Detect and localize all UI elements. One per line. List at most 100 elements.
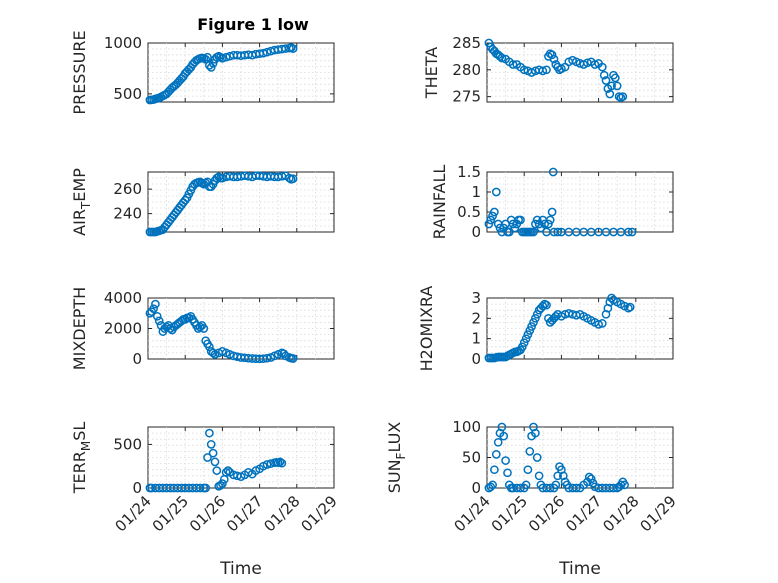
y-tick-label: 100: [452, 418, 481, 436]
x-tick-label: 01/27: [562, 492, 605, 535]
data-point: [519, 65, 529, 75]
data-point: [542, 65, 551, 75]
data-point: [627, 227, 637, 237]
data-point: [523, 465, 533, 475]
data-point: [491, 450, 501, 459]
x-tick-label: 01/28: [599, 492, 642, 535]
y-tick-label: 1: [471, 183, 481, 201]
y-tick-label: 275: [452, 88, 481, 106]
data-point: [586, 474, 596, 484]
data-point: [288, 44, 298, 53]
panel-mixdepth: 0 2000 4000 MIXDEPTH: [70, 287, 335, 370]
y-tick-label: 240: [113, 205, 142, 223]
data-point: [490, 465, 499, 475]
x-tick-label: 01/28: [260, 492, 303, 535]
data-point: [152, 311, 162, 321]
y-axis-label: SUNFLUX: [385, 422, 408, 494]
x-tick-label: 01/26: [186, 492, 229, 535]
data-point: [553, 227, 563, 237]
data-point: [210, 457, 220, 467]
data-point: [208, 348, 218, 358]
panel-rainfall: 0 0.5 1 1.5 RAINFALL: [430, 163, 674, 241]
data-point: [258, 48, 268, 58]
data-point: [594, 320, 603, 329]
data-point: [532, 309, 542, 319]
data-point: [208, 448, 218, 458]
panel-theta: 275 280 285 THETA: [422, 34, 674, 106]
data-point: [151, 299, 160, 309]
data-point: [203, 453, 212, 462]
data-point: [149, 304, 158, 314]
data-point: [531, 313, 540, 323]
x-tick-label: 01/27: [223, 492, 266, 535]
panel-h2omixra: 0 1 2 3 H2OMIXRA: [417, 286, 674, 371]
y-tick-label: 0: [132, 350, 142, 368]
data-point: [491, 187, 501, 197]
y-axis-label: TERRMSL: [70, 422, 93, 495]
data-point: [609, 483, 618, 493]
data-point: [625, 302, 635, 312]
data-point: [607, 81, 616, 91]
x-tick-label: 01/24: [451, 492, 494, 535]
data-point: [529, 227, 538, 237]
data-point: [216, 481, 225, 490]
x-tick-label: 01/25: [488, 492, 531, 535]
y-axis-label: MIXDEPTH: [70, 287, 89, 370]
data-point: [205, 428, 214, 438]
data-point: [488, 480, 497, 490]
y-tick-label: 1.5: [457, 163, 481, 181]
x-tick-label: 01/26: [525, 492, 568, 535]
data-point: [584, 472, 594, 482]
y-tick-label: 1000: [104, 34, 142, 52]
data-point: [525, 447, 535, 456]
figure-title: Figure 1 low: [197, 15, 309, 34]
data-point: [504, 227, 514, 237]
data-point: [497, 53, 507, 63]
data-point: [517, 342, 527, 352]
data-point: [205, 342, 214, 352]
data-point: [551, 311, 561, 321]
y-tick-label: 4000: [104, 289, 142, 307]
y-tick-label: 285: [452, 34, 481, 52]
data-point: [516, 215, 525, 225]
data-point: [497, 422, 507, 432]
x-tick-label: 01/29: [298, 492, 341, 535]
data-point: [521, 480, 531, 490]
data-point: [527, 322, 536, 331]
y-tick-label: 280: [452, 61, 481, 79]
data-point: [288, 354, 298, 363]
data-point: [548, 167, 558, 177]
data-point: [590, 60, 600, 69]
data-point: [547, 207, 557, 217]
data-point: [553, 471, 563, 481]
data-point: [206, 440, 216, 449]
data-point: [597, 62, 607, 72]
data-point: [521, 334, 531, 344]
y-tick-label: 260: [113, 180, 142, 198]
data-point: [508, 60, 518, 69]
data-point: [607, 293, 616, 303]
data-point: [501, 456, 510, 465]
y-axis-label: THETA: [422, 47, 441, 99]
data-point: [547, 50, 557, 60]
y-tick-label: 500: [113, 85, 142, 103]
data-point: [532, 453, 542, 462]
y-tick-label: 0.5: [457, 203, 481, 221]
data-point: [605, 89, 615, 99]
data-point: [154, 316, 164, 326]
data-point: [529, 318, 538, 327]
data-point: [531, 428, 540, 438]
data-point: [503, 468, 512, 478]
data-point: [484, 219, 494, 229]
x-tick-label: 01/29: [637, 492, 680, 535]
data-point: [612, 81, 622, 91]
data-point: [610, 73, 620, 83]
y-axis-label: RAINFALL: [430, 165, 449, 240]
data-point: [490, 207, 499, 217]
data-point: [545, 215, 555, 225]
data-point: [544, 219, 553, 229]
data-point: [525, 326, 535, 335]
